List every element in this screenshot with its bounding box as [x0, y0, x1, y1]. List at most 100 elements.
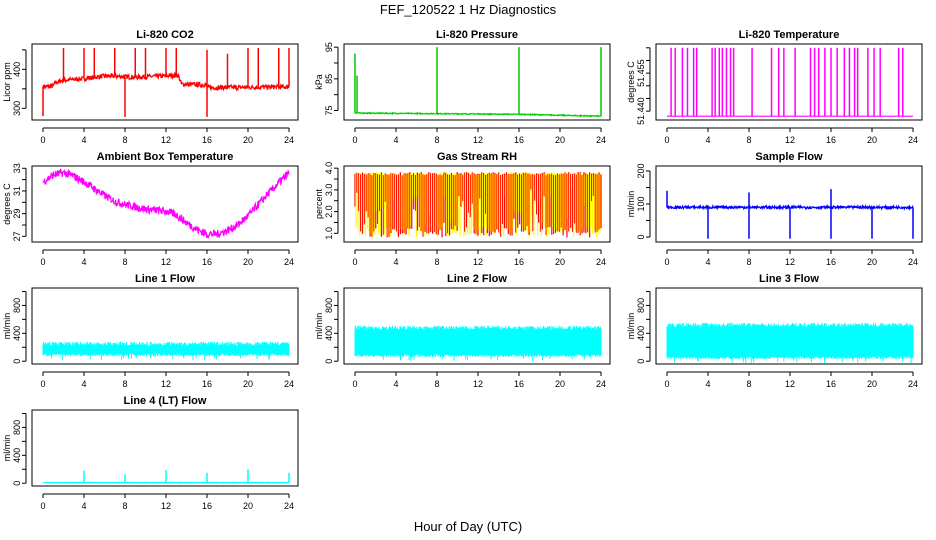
series-line: [354, 111, 602, 118]
x-tick-label: 0: [664, 135, 669, 145]
panel-title: Li-820 Temperature: [739, 29, 840, 41]
panel-title: Line 3 Flow: [759, 273, 819, 285]
y-tick-label: 800: [12, 420, 22, 435]
x-tick-label: 20: [243, 379, 253, 389]
y-tick-label: 400: [636, 326, 646, 341]
plot-area: [354, 325, 602, 362]
x-tick-label: 24: [596, 257, 606, 267]
plot-frame: [31, 409, 299, 487]
y-tick-label: 27: [12, 231, 22, 241]
x-tick-label: 0: [40, 257, 45, 267]
x-tick-label: 20: [867, 379, 877, 389]
x-tick-label: 24: [284, 379, 294, 389]
x-tick-label: 20: [243, 257, 253, 267]
panel-li-820-temperature: Li-820 Temperature degrees C 0 4 8 12 16 20 24 51…: [626, 29, 923, 145]
panel-line-3-flow: Line 3 Flow ml/min 0 4 8 12 16 20 24 0 400 800: [626, 273, 923, 389]
y-tick-label: 400: [12, 326, 22, 341]
x-tick-label: 8: [122, 135, 127, 145]
x-tick-label: 12: [473, 379, 483, 389]
x-tick-label: 4: [393, 135, 398, 145]
y-tick-label: 51.455: [636, 59, 646, 87]
x-tick-label: 12: [785, 257, 795, 267]
panel-title: Sample Flow: [755, 151, 823, 163]
x-tick-label: 16: [202, 257, 212, 267]
x-axis-label: Hour of Day (UTC): [414, 519, 522, 534]
panel-title: Li-820 Pressure: [436, 29, 518, 41]
y-tick-label: 85: [324, 74, 334, 84]
x-tick-label: 24: [908, 379, 918, 389]
x-tick-label: 16: [514, 135, 524, 145]
x-tick-label: 8: [746, 135, 751, 145]
x-tick-label: 16: [202, 379, 212, 389]
x-tick-label: 4: [705, 257, 710, 267]
panel-li-820-co2: Li-820 CO2 Licor ppm 0 4 8 12 16 20 24 300 400: [2, 29, 299, 145]
x-tick-label: 4: [81, 501, 86, 511]
plot-frame: [31, 165, 299, 243]
panel-title: Li-820 CO2: [136, 29, 193, 41]
plot-area: [354, 171, 602, 238]
y-axis-label: kPa: [314, 74, 324, 90]
x-tick-label: 0: [664, 379, 669, 389]
x-tick-label: 16: [826, 379, 836, 389]
plot-frame: [655, 165, 923, 243]
x-tick-label: 0: [40, 501, 45, 511]
y-tick-label: 29: [12, 209, 22, 219]
y-tick-label: 4.0: [324, 162, 334, 175]
plot-area: [666, 189, 914, 239]
panel-li-820-pressure: Li-820 Pressure kPa 0 4 8 12 16 20 24 75 85 95: [314, 29, 611, 145]
x-tick-label: 20: [555, 257, 565, 267]
x-tick-label: 24: [596, 135, 606, 145]
x-tick-label: 4: [81, 257, 86, 267]
figure-title: FEF_120522 1 Hz Diagnostics: [380, 2, 557, 17]
x-tick-label: 8: [746, 379, 751, 389]
plot-area: [42, 168, 290, 239]
y-tick-label: 3.0: [324, 184, 334, 197]
x-tick-label: 4: [705, 135, 710, 145]
plot-frame: [31, 43, 299, 121]
y-axis-label: ml/min: [2, 313, 12, 340]
plot-area: [667, 47, 913, 117]
x-tick-label: 8: [434, 135, 439, 145]
x-tick-label: 4: [393, 257, 398, 267]
x-tick-label: 12: [161, 135, 171, 145]
plot-frame: [655, 287, 923, 365]
x-tick-label: 8: [434, 379, 439, 389]
plot-frame: [343, 43, 611, 121]
x-tick-label: 24: [908, 257, 918, 267]
y-tick-label: 0: [324, 359, 334, 364]
x-tick-label: 12: [161, 501, 171, 511]
x-tick-label: 16: [826, 135, 836, 145]
x-tick-label: 20: [555, 135, 565, 145]
y-axis-label: degrees C: [626, 61, 636, 103]
x-tick-label: 12: [161, 379, 171, 389]
x-tick-label: 4: [81, 379, 86, 389]
x-tick-label: 0: [40, 379, 45, 389]
y-tick-label: 300: [12, 101, 22, 116]
y-axis-label: ml/min: [626, 191, 636, 218]
series-line: [42, 168, 290, 239]
y-axis-label: ml/min: [2, 435, 12, 462]
y-tick-label: 800: [636, 298, 646, 313]
x-tick-label: 0: [352, 135, 357, 145]
x-tick-label: 8: [122, 501, 127, 511]
y-tick-label: 33: [12, 163, 22, 173]
x-tick-label: 16: [826, 257, 836, 267]
plot-area: [42, 341, 290, 361]
y-tick-label: 2.0: [324, 205, 334, 218]
x-tick-label: 24: [596, 379, 606, 389]
panel-line-2-flow: Line 2 Flow ml/min 0 4 8 12 16 20 24 0 400 800: [314, 273, 611, 389]
y-tick-label: 95: [324, 42, 334, 52]
plot-frame: [31, 287, 299, 365]
x-tick-label: 8: [122, 379, 127, 389]
panel-title: Ambient Box Temperature: [97, 151, 234, 163]
x-tick-label: 12: [785, 379, 795, 389]
x-tick-label: 12: [473, 257, 483, 267]
x-tick-label: 16: [202, 135, 212, 145]
panel-line-1-flow: Line 1 Flow ml/min 0 4 8 12 16 20 24 0 400 800: [2, 273, 299, 389]
y-axis-label: degrees C: [2, 183, 12, 225]
x-tick-label: 8: [746, 257, 751, 267]
y-axis-label: Licor ppm: [2, 62, 12, 102]
y-tick-label: 400: [12, 62, 22, 77]
x-tick-label: 16: [514, 379, 524, 389]
